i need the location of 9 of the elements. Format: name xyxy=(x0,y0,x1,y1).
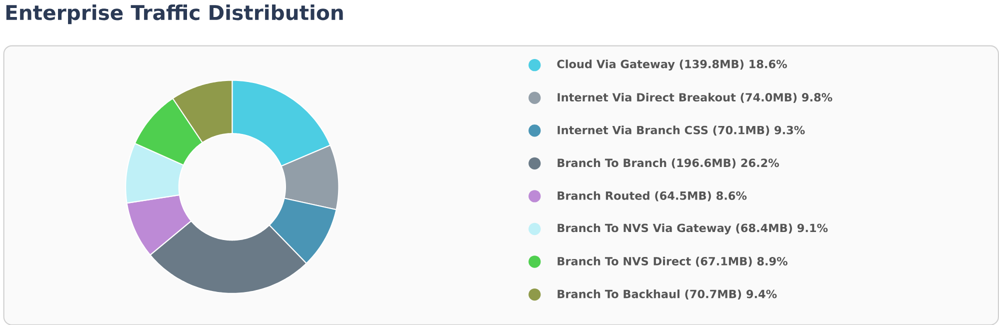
legend-label: Branch To NVS Direct (67.1MB) 8.9% xyxy=(558,256,788,267)
legend-label: Internet Via Direct Breakout (74.0MB) 9.8% xyxy=(558,92,832,103)
legend-label: Branch Routed (64.5MB) 8.6% xyxy=(558,190,747,201)
legend-label: Branch To NVS Via Gateway (68.4MB) 9.1% xyxy=(558,223,828,234)
legend-label: Branch To Backhaul (70.7MB) 9.4% xyxy=(558,289,777,300)
legend-label: Internet Via Branch CSS (70.1MB) 9.3% xyxy=(558,125,805,136)
legend-label: Cloud Via Gateway (139.8MB) 18.6% xyxy=(557,59,787,70)
chart-title: Enterprise Traffic Distribution xyxy=(6,4,343,24)
legend-label: Branch To Branch (196.6MB) 26.2% xyxy=(558,158,779,168)
